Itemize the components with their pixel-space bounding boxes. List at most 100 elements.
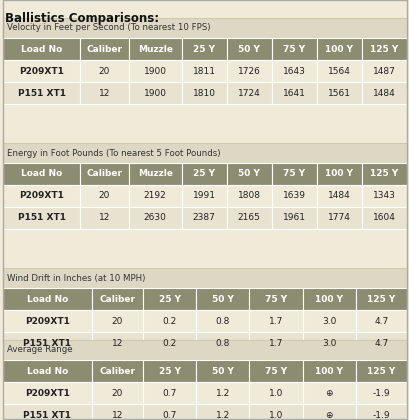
Bar [3,185,80,207]
Bar [143,288,196,310]
Bar [226,163,271,185]
Text: 1641: 1641 [282,89,305,97]
Bar [302,310,355,332]
Bar [355,332,406,354]
Bar [316,163,361,185]
Text: 0.7: 0.7 [162,410,176,420]
Bar [271,82,316,104]
Bar [249,382,302,404]
Bar [226,82,271,104]
Bar [249,310,302,332]
Bar [3,382,92,404]
Bar [181,38,226,60]
Bar [80,163,128,185]
Bar [3,360,92,382]
Bar [249,288,302,310]
Text: 0.8: 0.8 [215,317,229,326]
Text: 12: 12 [111,339,123,347]
Bar [316,60,361,82]
Bar [196,288,249,310]
Text: 1900: 1900 [143,66,166,76]
Text: 50 Y: 50 Y [238,170,259,178]
Text: P209XT1: P209XT1 [19,66,64,76]
Bar [181,207,226,229]
Bar [355,360,406,382]
Bar [361,207,406,229]
Bar [361,185,406,207]
Text: 1564: 1564 [327,66,350,76]
Text: 20: 20 [111,317,123,326]
Bar [226,185,271,207]
Bar [80,207,128,229]
Text: 0.2: 0.2 [162,339,176,347]
Bar [181,82,226,104]
Bar [196,382,249,404]
Text: P151 XT1: P151 XT1 [23,410,71,420]
Text: Wind Drift in Inches (at 10 MPH): Wind Drift in Inches (at 10 MPH) [7,273,145,283]
Bar [302,382,355,404]
Text: Load No: Load No [27,294,68,304]
Bar [92,332,143,354]
Text: 100 Y: 100 Y [315,294,342,304]
Bar [316,207,361,229]
Text: 1991: 1991 [192,192,215,200]
Bar [3,82,80,104]
Bar [181,60,226,82]
Bar [249,360,302,382]
Bar [92,382,143,404]
Bar [226,207,271,229]
Text: 2387: 2387 [192,213,215,223]
Bar [302,332,355,354]
Text: 1.0: 1.0 [268,388,283,397]
Bar [92,360,143,382]
Bar [3,207,80,229]
Text: P151 XT1: P151 XT1 [18,213,65,223]
Bar [143,382,196,404]
Bar [302,360,355,382]
Text: Load No: Load No [21,45,62,53]
Bar [92,404,143,420]
Bar [226,60,271,82]
Text: 0.2: 0.2 [162,317,176,326]
Bar [355,404,406,420]
Text: 100 Y: 100 Y [315,367,342,375]
Text: 1724: 1724 [237,89,260,97]
Text: 100 Y: 100 Y [325,45,353,53]
Bar [271,185,316,207]
Text: 25 Y: 25 Y [193,45,215,53]
Bar [196,332,249,354]
Text: Load No: Load No [27,367,68,375]
Bar [249,404,302,420]
Text: 1561: 1561 [327,89,350,97]
Text: P209XT1: P209XT1 [25,388,70,397]
Text: 1639: 1639 [282,192,305,200]
Bar [361,38,406,60]
Text: Velocity in Feet per Second (To nearest 10 FPS): Velocity in Feet per Second (To nearest … [7,24,210,32]
Text: 20: 20 [111,388,123,397]
Text: 75 Y: 75 Y [264,294,286,304]
Text: ⊕: ⊕ [325,410,332,420]
Bar [361,60,406,82]
Text: 12: 12 [111,410,123,420]
Bar [181,185,226,207]
Text: 75 Y: 75 Y [283,170,305,178]
Bar [3,310,92,332]
Text: 1808: 1808 [237,192,260,200]
Text: 1604: 1604 [372,213,395,223]
Bar [80,60,128,82]
Bar [128,38,181,60]
Text: Ballistics Comparisons:: Ballistics Comparisons: [5,12,159,25]
Bar [3,340,406,360]
Text: 50 Y: 50 Y [211,294,233,304]
Text: 1484: 1484 [327,192,350,200]
Text: 25 Y: 25 Y [193,170,215,178]
Text: 1643: 1643 [282,66,305,76]
Bar [316,82,361,104]
Bar [143,404,196,420]
Bar [3,60,80,82]
Bar [316,185,361,207]
Bar [80,38,128,60]
Bar [128,185,181,207]
Bar [271,207,316,229]
Bar [3,404,92,420]
